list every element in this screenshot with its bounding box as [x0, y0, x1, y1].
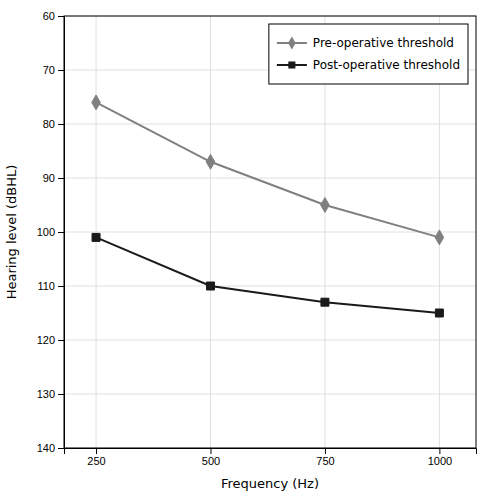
grid-line-y	[64, 286, 476, 287]
series-marker	[321, 198, 330, 213]
plot-frame	[64, 16, 476, 448]
y-tick-label: 100	[37, 226, 55, 238]
series-marker	[206, 154, 215, 169]
x-tick-mark	[325, 448, 326, 454]
x-tick-label: 500	[202, 455, 220, 467]
y-tick-label: 130	[37, 388, 55, 400]
y-tick: 130	[37, 388, 64, 400]
series-marker	[206, 282, 214, 290]
y-tick-label: 90	[43, 172, 55, 184]
legend-marker	[288, 36, 296, 49]
y-tick-mark	[58, 394, 64, 395]
y-tick-mark	[58, 232, 64, 233]
grid-line-y	[64, 124, 476, 125]
x-tick: 1000	[428, 448, 452, 467]
y-tick-label: 70	[43, 64, 55, 76]
x-tick: 250	[87, 448, 105, 467]
series-marker	[92, 95, 101, 110]
legend: Pre-operative threshold Post-operative th…	[269, 24, 468, 84]
data	[92, 95, 444, 317]
y-tick-label: 140	[37, 442, 55, 454]
grid-line-y	[64, 394, 476, 395]
x-tick-mark	[210, 448, 211, 454]
series-line	[96, 237, 439, 313]
grid	[64, 16, 476, 448]
y-axis: 60 70 80 90 100 110 120 130 140	[37, 10, 65, 454]
grid-line-y	[64, 232, 476, 233]
x-axis-line	[65, 449, 477, 455]
grid-line-y	[64, 178, 476, 179]
y-tick-label: 60	[43, 10, 55, 22]
x-tick-mark	[96, 448, 97, 454]
plot: 250 500 750 1000 60 70 80 90 100 110 120 130 140 Pre-…	[37, 10, 477, 467]
y-tick: 90	[43, 172, 64, 184]
y-tick-label: 80	[43, 118, 55, 130]
chart: 250 500 750 1000 60 70 80 90 100 110 120 130 140 Pre-…	[0, 0, 494, 500]
x-tick-mark	[439, 448, 440, 454]
x-tick: 500	[202, 448, 220, 467]
y-tick: 80	[43, 118, 64, 130]
y-axis-title: Hearing level (dBHL)	[4, 165, 19, 300]
series-marker	[435, 230, 444, 245]
y-tick: 110	[37, 280, 64, 292]
series-marker	[321, 298, 329, 306]
y-tick: 120	[37, 334, 64, 346]
series-marker	[92, 233, 100, 241]
x-tick: 750	[316, 448, 334, 467]
x-axis: 250 500 750 1000	[65, 448, 477, 467]
y-tick: 70	[43, 64, 64, 76]
legend-label: Pre-operative threshold	[313, 36, 454, 50]
x-axis-title: Frequency (Hz)	[221, 476, 319, 491]
x-tick-label: 250	[87, 455, 105, 467]
y-axis-line	[58, 17, 65, 449]
y-tick: 140	[37, 442, 64, 454]
x-tick-label: 750	[316, 455, 334, 467]
y-tick-mark	[58, 340, 64, 341]
y-tick: 100	[37, 226, 64, 238]
y-tick-mark	[58, 124, 64, 125]
y-tick-mark	[58, 448, 64, 449]
y-tick-label: 120	[37, 334, 55, 346]
y-tick-mark	[58, 178, 64, 179]
series-marker	[435, 309, 443, 317]
legend-marker	[288, 61, 295, 68]
series-line	[96, 102, 439, 237]
y-tick-mark	[58, 16, 64, 17]
y-tick: 60	[43, 10, 64, 22]
grid-line-y	[64, 340, 476, 341]
y-tick-mark	[58, 286, 64, 287]
legend-label: Post-operative threshold	[313, 58, 460, 72]
y-tick-mark	[58, 70, 64, 71]
y-tick-label: 110	[37, 280, 55, 292]
x-tick-label: 1000	[428, 455, 452, 467]
legend-frame	[269, 24, 468, 84]
